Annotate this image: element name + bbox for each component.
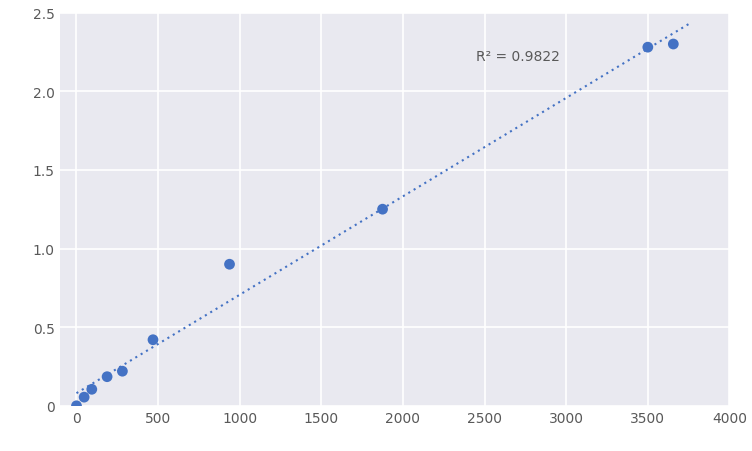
Point <box>377 206 389 213</box>
Point <box>667 41 679 49</box>
Point <box>117 368 129 375</box>
Point <box>71 402 83 410</box>
Point <box>223 261 235 268</box>
Point <box>641 45 653 52</box>
Point <box>101 373 113 381</box>
Point <box>86 386 98 393</box>
Text: R² = 0.9822: R² = 0.9822 <box>477 50 560 64</box>
Point <box>78 394 90 401</box>
Point <box>147 336 159 344</box>
